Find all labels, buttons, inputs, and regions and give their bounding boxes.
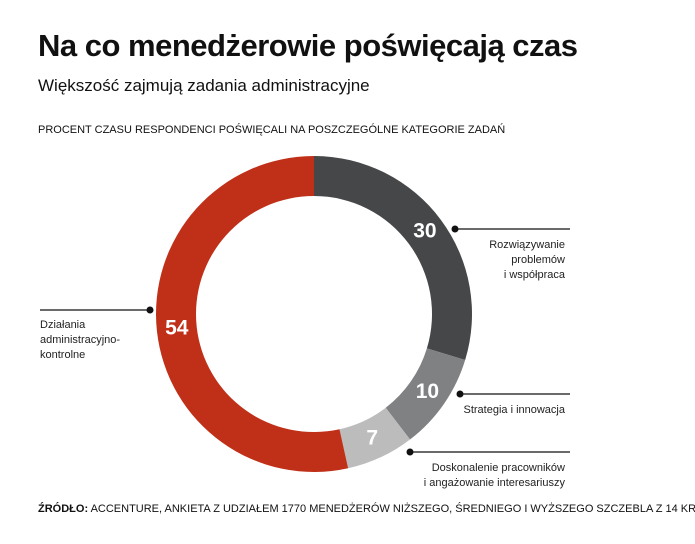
subtitle: Większość zajmują zadania administracyjn…	[38, 76, 370, 95]
chart-heading: PROCENT CZASU RESPONDENCI POŚWIĘCALI NA …	[38, 124, 506, 136]
category-label: Działania administracyjno- kontrolne	[40, 319, 121, 361]
category-label: Strategia i innowacja	[463, 404, 565, 416]
category-label: Rozwiązywanie problemów i współpraca	[489, 239, 565, 281]
title: Na co menedżerowie poświęcają czas	[38, 28, 578, 63]
value-label: 10	[416, 380, 439, 403]
source-label: ŹRÓDŁO:	[38, 503, 89, 515]
leader-dot	[406, 448, 414, 456]
value-label: 7	[366, 427, 378, 450]
category-label: Doskonalenie pracowników i angażowanie i…	[423, 462, 565, 489]
value-label: 30	[413, 219, 436, 242]
leader-dot	[146, 306, 154, 314]
leader-dot	[456, 390, 464, 398]
donut-slice	[156, 156, 349, 472]
source: ŹRÓDŁO: ACCENTURE, ANKIETA Z UDZIAŁEM 17…	[38, 503, 695, 515]
donut-slice	[339, 407, 411, 469]
leader-dot	[451, 225, 459, 233]
source-text: ACCENTURE, ANKIETA Z UDZIAŁEM 1770 MENED…	[90, 503, 695, 515]
donut-slice	[314, 156, 472, 361]
donut-slice	[385, 348, 466, 440]
value-label: 54	[165, 317, 189, 340]
